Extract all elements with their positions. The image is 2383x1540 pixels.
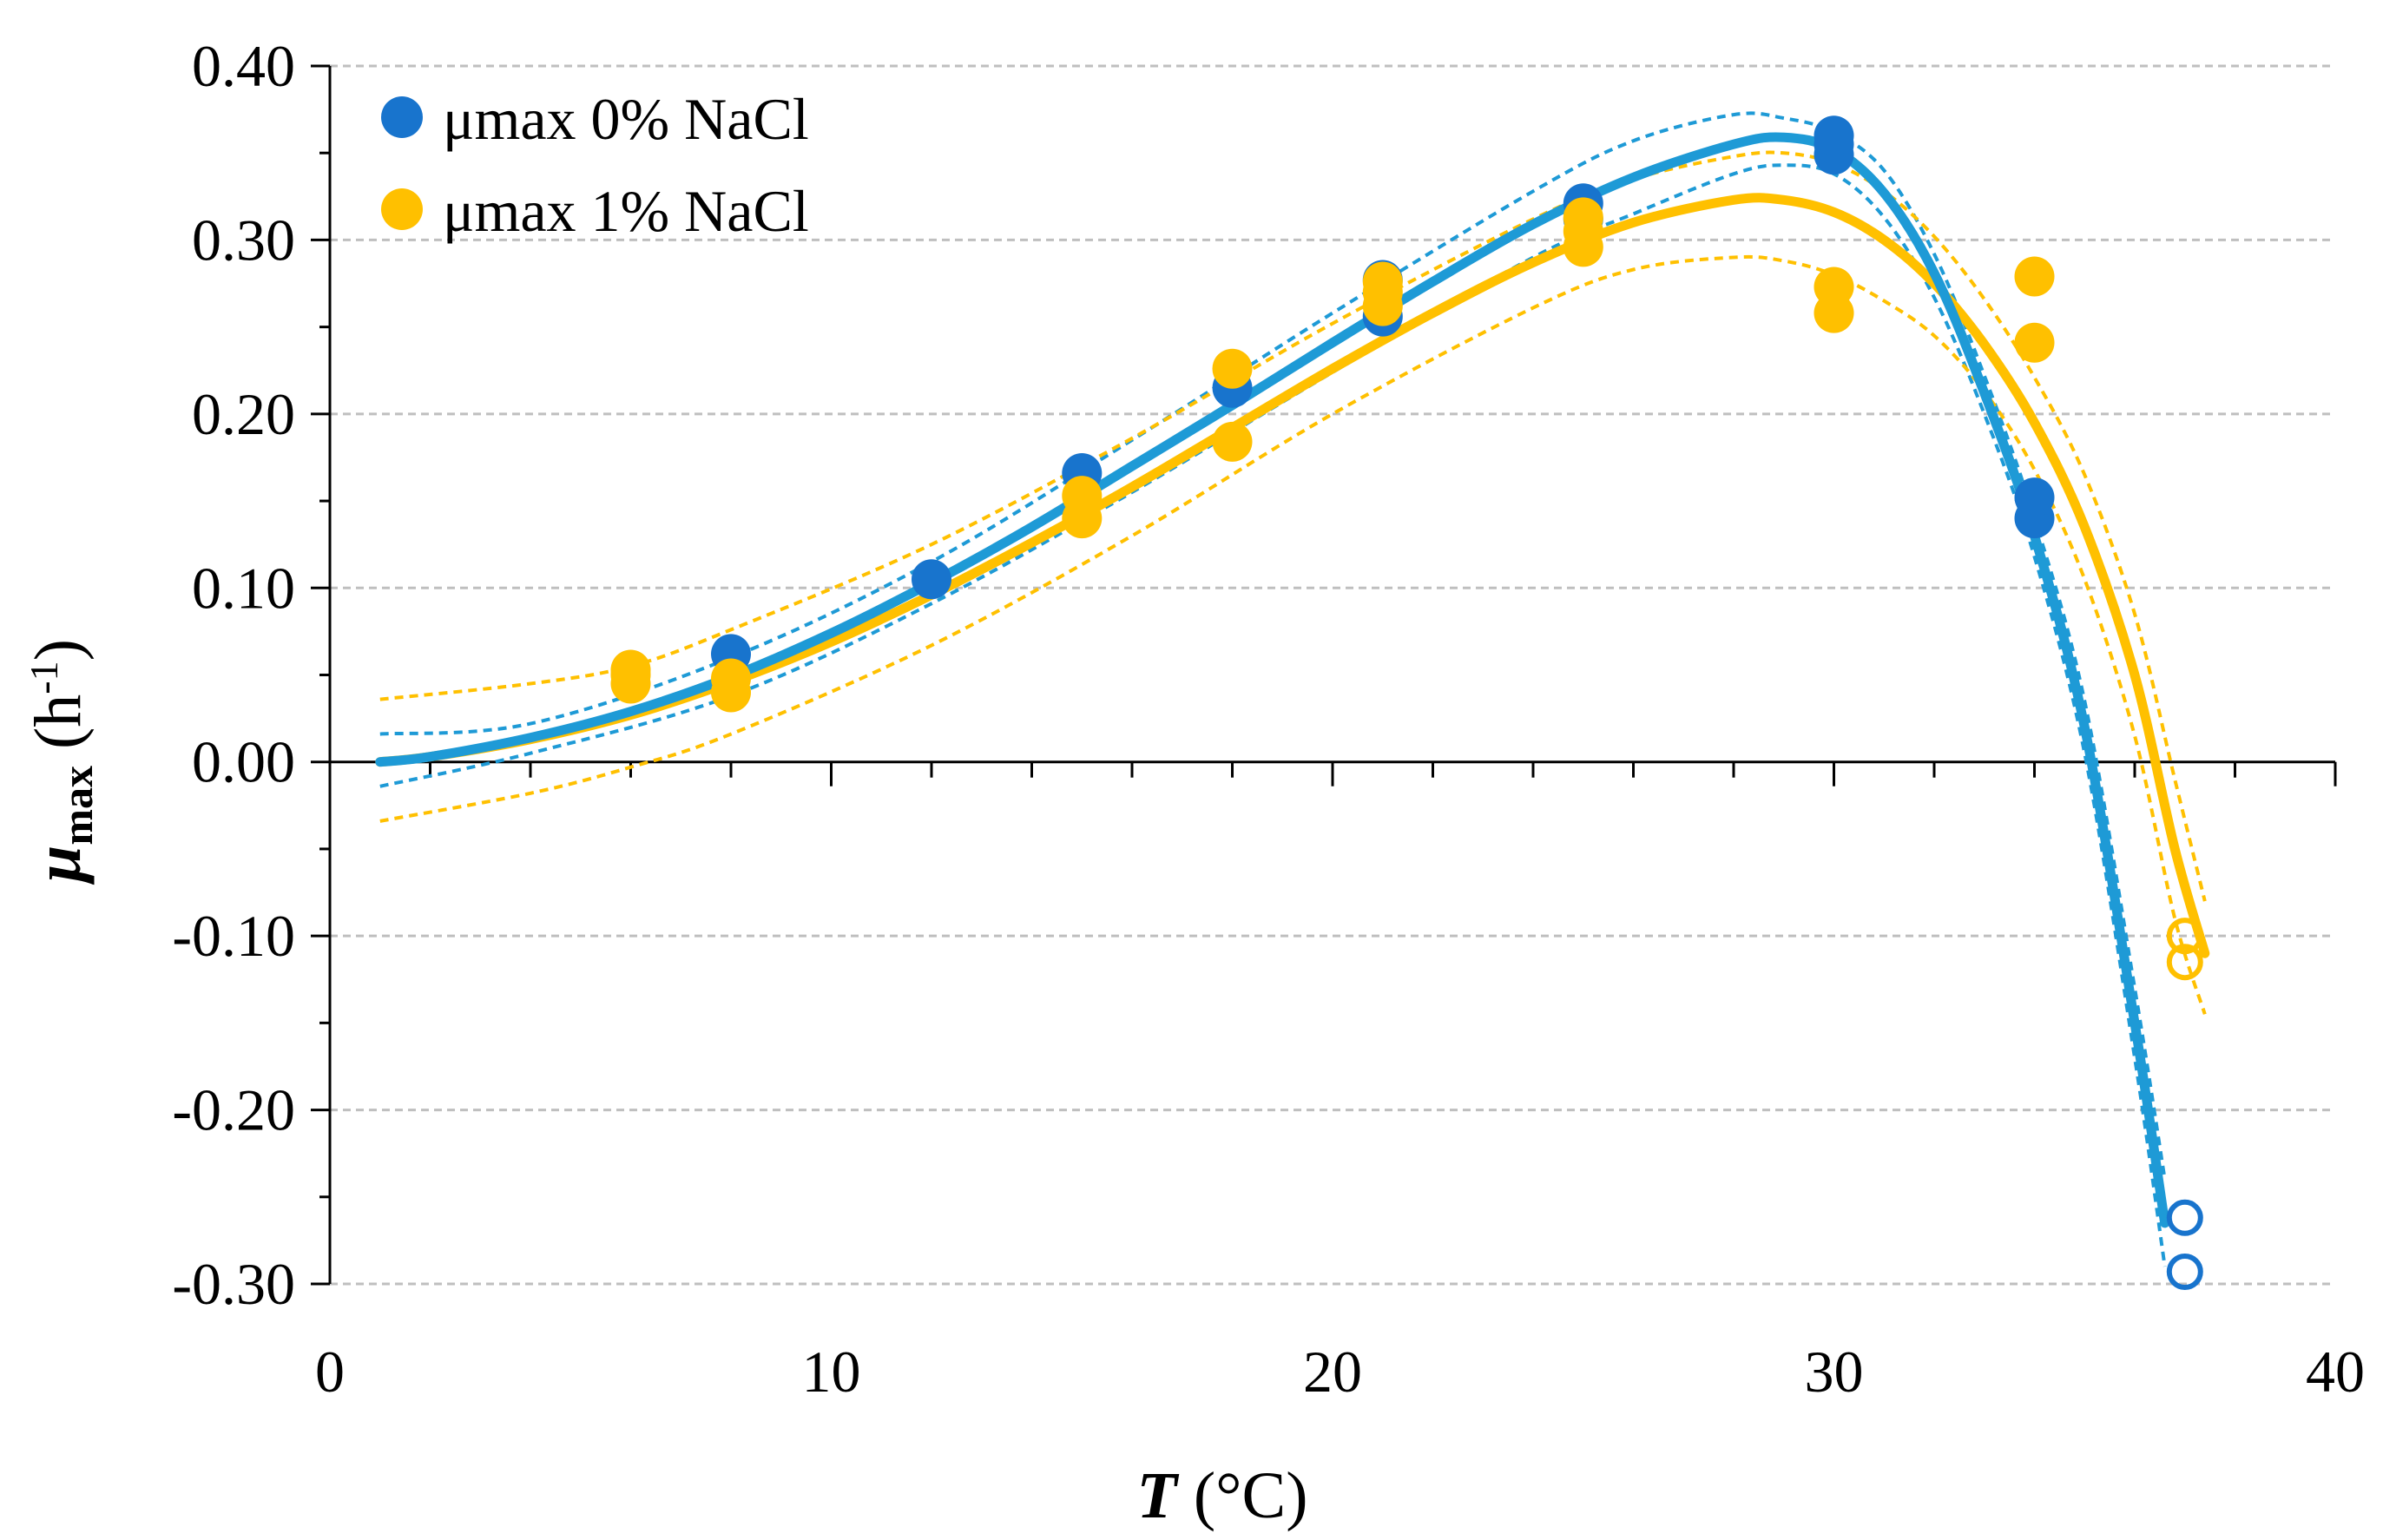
y-axis-unit-suffix: ) [22,639,95,661]
fit-curve-series-1 [375,193,2210,958]
x-axis-title: T (°C) [1136,1459,1307,1532]
y-tick-label-7: 0.40 [192,33,295,99]
x-axis-unit: (°C) [1177,1459,1308,1532]
legend-marker-1 [381,188,423,230]
legend-marker-0 [381,96,423,138]
open-point-series-0-0 [2166,1199,2203,1236]
x-axis-symbol: T [1136,1459,1179,1532]
confidence-bands [379,111,2207,1267]
y-axis-title: μmax (h-1) [22,639,102,885]
y-axis-unit-sup: -1 [22,661,66,694]
x-tick-label-4: 40 [2306,1339,2365,1405]
point-series-1-17 [2014,322,2055,363]
point-series-1-16 [1814,267,1854,307]
point-series-1-14 [1563,197,1603,238]
y-axis-symbol: μ [22,846,95,885]
y-axis-subscript: max [53,766,102,846]
point-series-1-7 [1212,421,1253,462]
open-point-series-1-1 [2166,944,2203,981]
data-points [610,115,2203,1290]
y-tick-label-4: 0.10 [192,555,295,621]
legend-label-1: μmax 1% NaCl [443,178,809,244]
y-tick-label-2: -0.10 [172,903,295,969]
y-tick-label-1: -0.20 [172,1077,295,1143]
y-tick-label-0: -0.30 [172,1251,295,1317]
x-tick-label-0: 0 [315,1339,345,1405]
fit-curve-series-0 [375,132,2170,1228]
point-series-1-8 [1212,348,1253,389]
point-series-1-4 [711,658,751,699]
ci-lower-series-1 [379,254,2207,1015]
ci-upper-series-1 [379,150,2207,902]
open-point-series-0-1 [2166,1254,2203,1290]
point-series-1-6 [1062,476,1103,517]
ci-upper-series-0 [379,111,2167,1181]
point-series-1-11 [1362,261,1403,302]
point-series-0-12 [2014,477,2055,518]
ci-lower-series-0 [379,163,2167,1267]
y-tick-label-3: 0.00 [192,729,295,795]
y-tick-labels: -0.30 -0.20 -0.10 0.00 0.10 0.20 0.30 0.40 [172,33,295,1317]
x-tick-label-1: 10 [802,1339,861,1405]
legend: μmax 0% NaCl μmax 1% NaCl [381,86,809,244]
point-series-0-1 [912,559,951,600]
open-point-series-1-0 [2166,918,2203,955]
y-axis-unit-prefix: (h [22,694,95,766]
y-tick-label-5: 0.20 [192,381,295,447]
x-tick-labels: 0 10 20 30 40 [315,1339,2365,1405]
point-series-1-18 [2014,256,2055,297]
y-tick-label-6: 0.30 [192,207,295,273]
legend-label-0: μmax 0% NaCl [443,86,809,152]
fit-curves [375,132,2210,1228]
point-series-1-2 [610,649,651,690]
x-tick-label-2: 20 [1303,1339,1362,1405]
x-tick-label-3: 30 [1805,1339,1864,1405]
tick-marks [311,64,2337,1286]
point-series-0-10 [1814,115,1854,156]
